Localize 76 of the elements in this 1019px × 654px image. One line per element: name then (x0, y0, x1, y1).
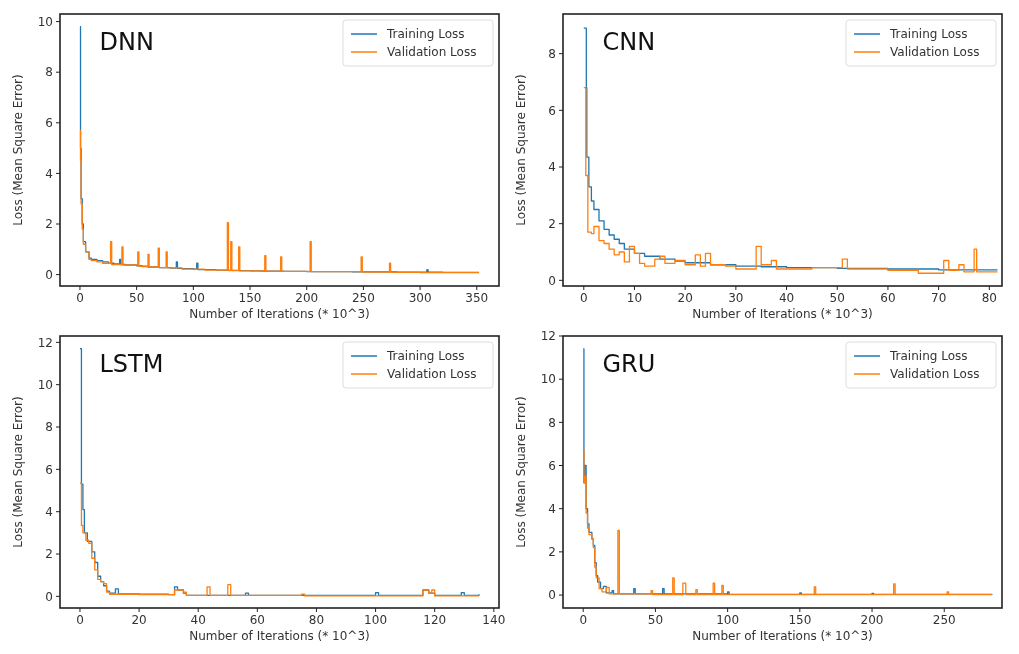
y-tick-label: 6 (45, 116, 53, 130)
x-tick-label: 0 (579, 613, 588, 627)
x-tick-label: 30 (728, 291, 744, 305)
y-tick-label: 6 (45, 462, 53, 477)
legend-label: Validation Loss (890, 367, 980, 382)
legend-label: Validation Loss (387, 367, 477, 382)
x-tick-label: 100 (181, 291, 205, 305)
x-tick-label: 80 (981, 291, 997, 305)
y-tick-label: 12 (37, 335, 53, 350)
x-tick-label: 100 (716, 613, 740, 627)
x-tick-label: 200 (860, 613, 884, 627)
x-tick-label: 80 (308, 613, 325, 627)
y-tick-label: 8 (548, 415, 556, 430)
x-tick-label: 300 (408, 291, 432, 305)
y-tick-label: 8 (45, 65, 53, 80)
x-tick-label: 60 (880, 291, 896, 305)
y-tick-label: 6 (548, 458, 556, 473)
x-axis-title: Number of Iterations (* 10^3) (189, 307, 370, 321)
x-tick-label: 20 (131, 613, 147, 627)
legend-label: Training Loss (889, 27, 968, 42)
x-tick-label: 60 (249, 613, 265, 627)
y-tick-label: 2 (548, 216, 556, 231)
x-tick-label: 100 (364, 613, 388, 627)
y-tick-label: 8 (548, 46, 556, 61)
x-axis-title: Number of Iterations (* 10^3) (189, 629, 370, 643)
y-tick-label: 4 (548, 501, 556, 516)
text: GRU (602, 350, 656, 378)
x-axis-title: Number of Iterations (* 10^3) (692, 629, 873, 643)
legend-label: Training Loss (889, 349, 968, 364)
y-tick-label: 6 (548, 103, 556, 118)
y-axis-title: Loss (Mean Square Error) (514, 396, 528, 548)
x-axis-title: Number of Iterations (* 10^3) (692, 307, 873, 321)
text: LSTM (99, 350, 164, 378)
y-tick-label: 4 (548, 160, 556, 175)
legend-label: Training Loss (386, 27, 465, 42)
x-tick-label: 70 (930, 291, 947, 305)
y-tick-label: 2 (548, 545, 556, 560)
text: CNN (602, 28, 656, 56)
text: DNN (99, 28, 154, 56)
y-tick-label: 10 (37, 377, 53, 392)
y-tick-label: 0 (45, 267, 53, 282)
y-axis-title: Loss (Mean Square Error) (11, 74, 25, 226)
x-tick-label: 0 (76, 291, 84, 305)
x-tick-label: 10 (626, 291, 643, 305)
x-tick-label: 20 (677, 291, 693, 305)
y-tick-label: 0 (548, 273, 556, 288)
x-tick-label: 140 (482, 613, 506, 627)
x-tick-label: 0 (76, 613, 84, 627)
legend-label: Training Loss (386, 349, 465, 364)
y-tick-label: 10 (540, 372, 556, 387)
x-tick-label: 350 (465, 291, 489, 305)
x-tick-label: 0 (579, 291, 588, 305)
x-tick-label: 50 (829, 291, 845, 305)
y-tick-label: 2 (45, 547, 53, 562)
y-tick-label: 2 (45, 217, 53, 232)
y-axis-title: Loss (Mean Square Error) (514, 74, 528, 226)
x-tick-label: 40 (190, 613, 206, 627)
legend-label: Validation Loss (890, 45, 980, 60)
y-tick-label: 0 (45, 589, 53, 604)
x-tick-label: 150 (238, 291, 262, 305)
x-tick-label: 40 (778, 291, 795, 305)
x-tick-label: 120 (423, 613, 447, 627)
x-tick-label: 200 (295, 291, 319, 305)
legend-label: Validation Loss (387, 45, 477, 60)
y-tick-label: 4 (45, 504, 53, 519)
y-tick-label: 12 (540, 329, 556, 344)
x-tick-label: 50 (129, 291, 145, 305)
y-tick-label: 0 (548, 588, 556, 603)
x-tick-label: 150 (788, 613, 812, 627)
y-tick-label: 4 (45, 166, 53, 181)
x-tick-label: 250 (351, 291, 375, 305)
y-tick-label: 8 (45, 420, 53, 435)
x-tick-label: 50 (647, 613, 664, 627)
y-tick-label: 10 (37, 14, 53, 29)
x-tick-label: 250 (932, 613, 956, 627)
y-axis-title: Loss (Mean Square Error) (11, 396, 25, 548)
